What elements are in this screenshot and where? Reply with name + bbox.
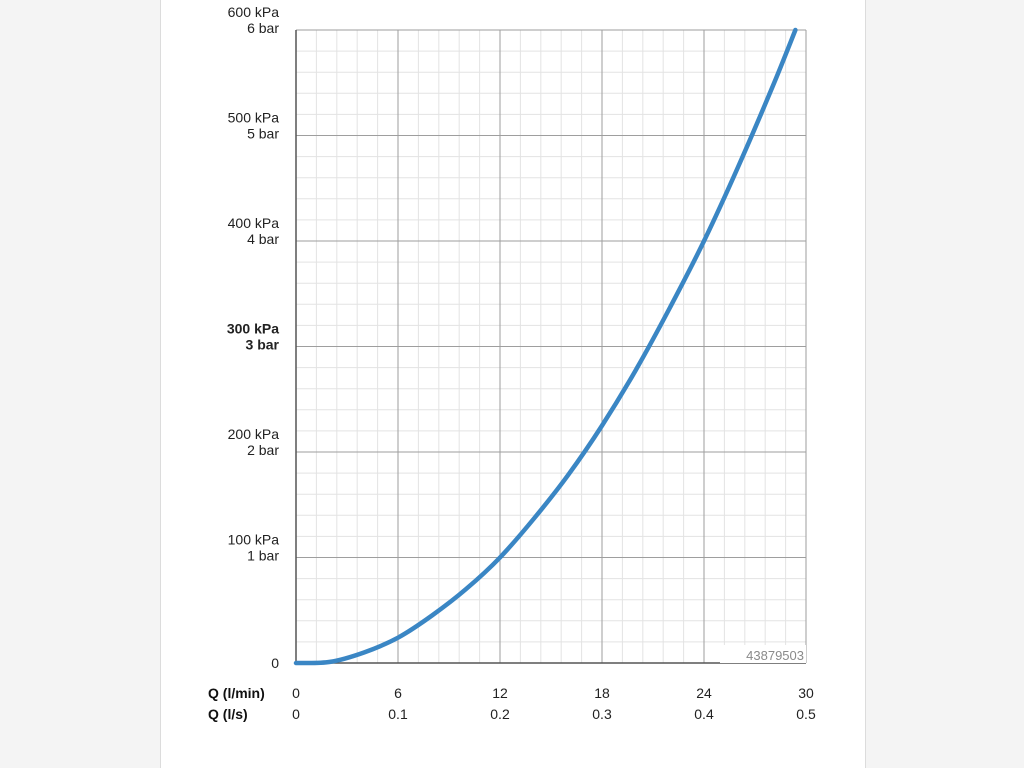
- x-axis-label-ls: Q (l/s): [208, 706, 248, 722]
- y-tick-label-kpa: 0: [271, 655, 279, 671]
- y-tick-label-kpa: 300 kPa: [227, 321, 279, 337]
- x-tick-label-lmin: 18: [594, 685, 610, 701]
- y-tick-label-kpa: 600 kPa: [228, 4, 280, 20]
- x-tick-label-lmin: 0: [292, 685, 300, 701]
- x-tick-label-ls: 0.4: [694, 706, 714, 722]
- y-tick-label-kpa: 400 kPa: [228, 215, 280, 231]
- major-grid: [295, 29, 807, 664]
- x-tick-label-lmin: 24: [696, 685, 712, 701]
- y-tick-label-bar: 1 bar: [247, 548, 279, 564]
- y-tick-label-kpa: 200 kPa: [228, 426, 280, 442]
- x-tick-label-lmin: 30: [798, 685, 814, 701]
- x-axis-label-lmin: Q (l/min): [208, 685, 265, 701]
- x-tick-label-ls: 0.3: [592, 706, 612, 722]
- y-tick-label-bar: 4 bar: [247, 231, 279, 247]
- y-tick-label-bar: 2 bar: [247, 442, 279, 458]
- reference-number-background: [720, 645, 806, 663]
- y-tick-label-bar: 6 bar: [247, 20, 279, 36]
- x-tick-label-ls: 0.1: [388, 706, 408, 722]
- chart-card: [160, 0, 866, 768]
- pressure-curve-line: [293, 27, 798, 666]
- y-tick-label-kpa: 100 kPa: [228, 532, 280, 548]
- reference-number: 43879503: [746, 648, 804, 663]
- x-tick-label-ls: 0.5: [796, 706, 816, 722]
- y-tick-label-kpa: 500 kPa: [228, 110, 280, 126]
- x-tick-labels: 0 0 6 0.1 12 0.2 18 0.3 24 0.4 30 0.5: [292, 685, 816, 722]
- x-tick-label-ls: 0: [292, 706, 300, 722]
- y-tick-label-bar: 5 bar: [247, 126, 279, 142]
- y-tick-label-bar: 3 bar: [246, 337, 280, 353]
- x-tick-label-ls: 0.2: [490, 706, 510, 722]
- x-tick-label-lmin: 12: [492, 685, 508, 701]
- x-tick-label-lmin: 6: [394, 685, 402, 701]
